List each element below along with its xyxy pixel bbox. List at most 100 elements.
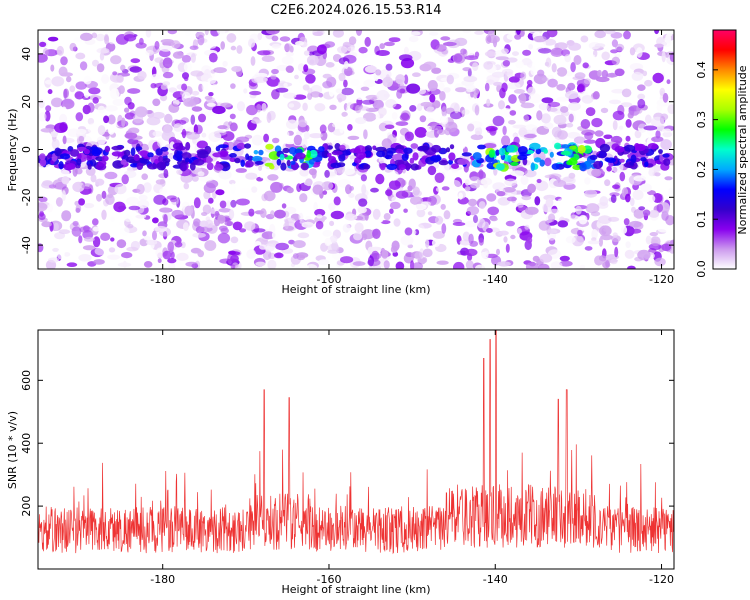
heatmap-cell bbox=[69, 85, 76, 93]
heatmap-cell bbox=[342, 150, 351, 156]
heatmap-cell bbox=[584, 246, 593, 251]
heatmap-cell bbox=[289, 45, 294, 53]
heatmap-cell bbox=[147, 152, 154, 158]
heatmap-cell bbox=[472, 255, 480, 263]
heatmap-cell bbox=[648, 209, 660, 218]
heatmap-cell bbox=[657, 227, 671, 233]
heatmap-cell bbox=[46, 153, 53, 159]
heatmap-cell bbox=[270, 210, 275, 218]
heatmap-cell bbox=[594, 43, 606, 48]
heatmap-cell bbox=[164, 113, 173, 124]
heatmap-cell bbox=[382, 76, 394, 88]
heatmap-cell bbox=[508, 94, 517, 104]
heatmap-cell bbox=[577, 229, 583, 237]
x-tick-label: -180 bbox=[150, 573, 175, 586]
heatmap-cell bbox=[496, 191, 506, 197]
heatmap-cell bbox=[601, 51, 610, 61]
heatmap-cell bbox=[594, 30, 606, 39]
heatmap-cell bbox=[101, 190, 107, 199]
heatmap-cell bbox=[662, 153, 670, 158]
heatmap-cell bbox=[510, 161, 519, 166]
heatmap-cell bbox=[83, 148, 90, 155]
heatmap-cell bbox=[175, 145, 186, 151]
heatmap-cell bbox=[95, 178, 105, 186]
heatmap-cell bbox=[478, 169, 484, 179]
heatmap-cell bbox=[121, 117, 126, 128]
heatmap-cell bbox=[662, 128, 672, 133]
heatmap-cell bbox=[230, 236, 239, 244]
heatmap-cell bbox=[585, 107, 596, 117]
heatmap-cell bbox=[501, 82, 508, 93]
heatmap-cell bbox=[654, 172, 661, 177]
heatmap-cell bbox=[217, 125, 228, 130]
heatmap-cell bbox=[104, 34, 110, 45]
heatmap-cell bbox=[157, 258, 162, 264]
heatmap-cell bbox=[341, 87, 354, 96]
heatmap-cell bbox=[192, 232, 206, 238]
heatmap-cell bbox=[344, 115, 351, 124]
heatmap-cell bbox=[104, 145, 111, 153]
heatmap-cell bbox=[425, 239, 430, 248]
heatmap-cell bbox=[427, 165, 437, 176]
heatmap-cell bbox=[553, 179, 567, 187]
heatmap-cell bbox=[535, 148, 542, 155]
heatmap-cell bbox=[522, 49, 532, 56]
heatmap-cell bbox=[449, 180, 461, 191]
heatmap-cell bbox=[274, 209, 286, 219]
heatmap-cell bbox=[581, 95, 594, 104]
heatmap-cell bbox=[412, 152, 419, 161]
heatmap-cell bbox=[378, 122, 388, 132]
heatmap-cell bbox=[66, 76, 72, 83]
heatmap-cell bbox=[228, 209, 235, 220]
heatmap-cell bbox=[431, 144, 442, 153]
heatmap-cell bbox=[183, 182, 190, 190]
heatmap-cell bbox=[556, 96, 569, 102]
heatmap-cell bbox=[396, 89, 403, 99]
heatmap-cell bbox=[190, 70, 204, 77]
heatmap-cell bbox=[79, 226, 92, 233]
heatmap-cell bbox=[363, 129, 368, 140]
heatmap-cell bbox=[357, 213, 368, 221]
heatmap-cell bbox=[361, 233, 368, 241]
heatmap-cell bbox=[426, 106, 435, 113]
heatmap-cell bbox=[644, 161, 649, 167]
heatmap-cell bbox=[139, 238, 149, 247]
heatmap-cell bbox=[468, 233, 474, 245]
heatmap-cell bbox=[434, 172, 445, 183]
snr-y-ticks: 200 400 600 bbox=[20, 370, 674, 517]
heatmap-cell bbox=[664, 176, 673, 181]
heatmap-cell bbox=[458, 192, 464, 200]
heatmap-cell bbox=[546, 30, 558, 38]
heatmap-cell bbox=[385, 63, 393, 71]
heatmap-cell bbox=[376, 150, 386, 158]
heatmap-cell bbox=[51, 97, 63, 108]
heatmap-cell bbox=[123, 34, 137, 42]
heatmap-cell bbox=[615, 43, 625, 52]
heatmap-cell bbox=[218, 169, 232, 180]
heatmap-cell bbox=[248, 38, 256, 48]
heatmap-cell bbox=[473, 92, 478, 99]
heatmap-cell bbox=[519, 93, 527, 104]
heatmap-cell bbox=[105, 194, 115, 206]
heatmap-cell bbox=[138, 194, 148, 201]
heatmap-cell bbox=[642, 70, 648, 77]
heatmap-cell bbox=[251, 134, 264, 146]
heatmap-cell bbox=[593, 160, 603, 170]
heatmap-cell bbox=[258, 149, 264, 156]
heatmap-cell bbox=[595, 76, 610, 83]
heatmap-cell bbox=[597, 69, 602, 77]
heatmap-cell bbox=[295, 41, 305, 46]
heatmap-cell bbox=[272, 137, 280, 144]
heatmap-cell bbox=[538, 102, 549, 111]
heatmap-cell bbox=[645, 114, 652, 124]
heatmap-cell bbox=[284, 139, 296, 145]
heatmap-cell bbox=[478, 237, 484, 246]
heatmap-cell bbox=[183, 222, 189, 232]
heatmap-cell bbox=[309, 149, 318, 159]
heatmap-cell bbox=[78, 253, 92, 262]
heatmap-cell bbox=[619, 171, 626, 182]
heatmap-cell bbox=[80, 32, 93, 42]
heatmap-cell bbox=[120, 227, 130, 236]
heatmap-cell bbox=[72, 220, 79, 227]
heatmap-cell bbox=[259, 172, 266, 179]
